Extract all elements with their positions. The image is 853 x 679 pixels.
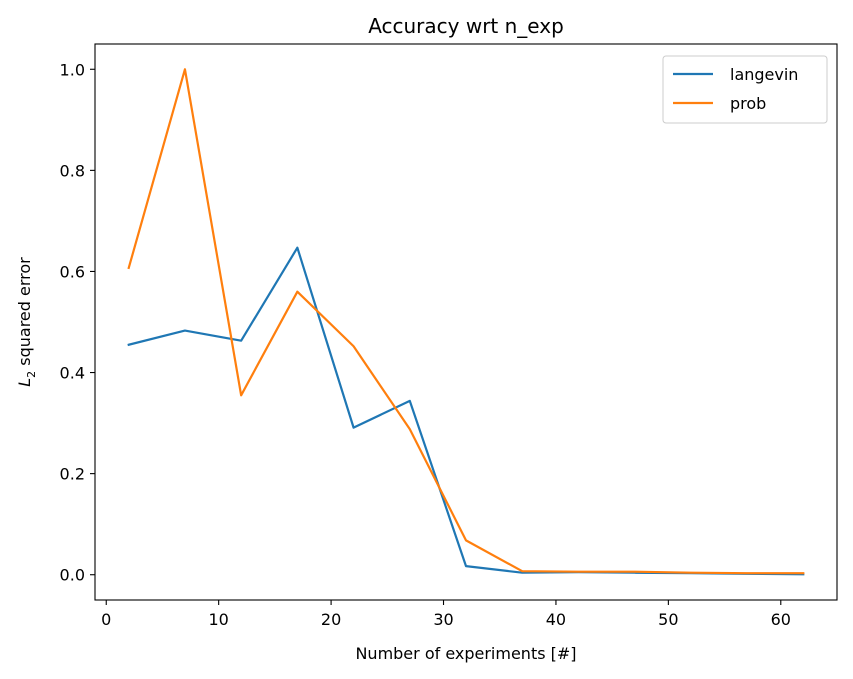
x-tick-label: 50: [658, 610, 678, 629]
x-tick-label: 0: [101, 610, 111, 629]
x-tick-label: 20: [321, 610, 341, 629]
legend-label-langevin: langevin: [730, 65, 798, 84]
y-tick-label: 0.8: [60, 161, 85, 180]
x-tick-label: 10: [208, 610, 228, 629]
x-tick-label: 60: [771, 610, 791, 629]
x-axis-ticks: 0 10 20 30 40 50 60: [101, 600, 791, 629]
y-axis-label-subscript: 2: [25, 371, 38, 378]
series-line-prob: [127, 68, 805, 575]
chart-title: Accuracy wrt n_exp: [368, 14, 564, 38]
y-tick-label: 0.0: [60, 566, 85, 585]
legend: langevin prob: [662, 55, 828, 124]
plot-lines: [127, 68, 805, 576]
y-tick-label: 0.4: [60, 364, 85, 383]
x-tick-label: 30: [433, 610, 453, 629]
y-tick-label: 0.6: [60, 262, 85, 281]
y-tick-label: 1.0: [60, 60, 85, 79]
y-axis-label-rest: squared error: [15, 257, 34, 371]
legend-box: [662, 55, 828, 124]
y-axis-ticks: 0.0 0.2 0.4 0.6 0.8 1.0: [60, 60, 95, 585]
y-tick-label: 0.2: [60, 465, 85, 484]
y-axis-label-l: L: [15, 378, 34, 387]
y-axis-label: L2 squared error: [15, 257, 38, 387]
x-axis-label: Number of experiments [#]: [355, 644, 576, 663]
x-tick-label: 40: [546, 610, 566, 629]
plot-frame: [94, 43, 838, 601]
legend-label-prob: prob: [730, 94, 766, 113]
